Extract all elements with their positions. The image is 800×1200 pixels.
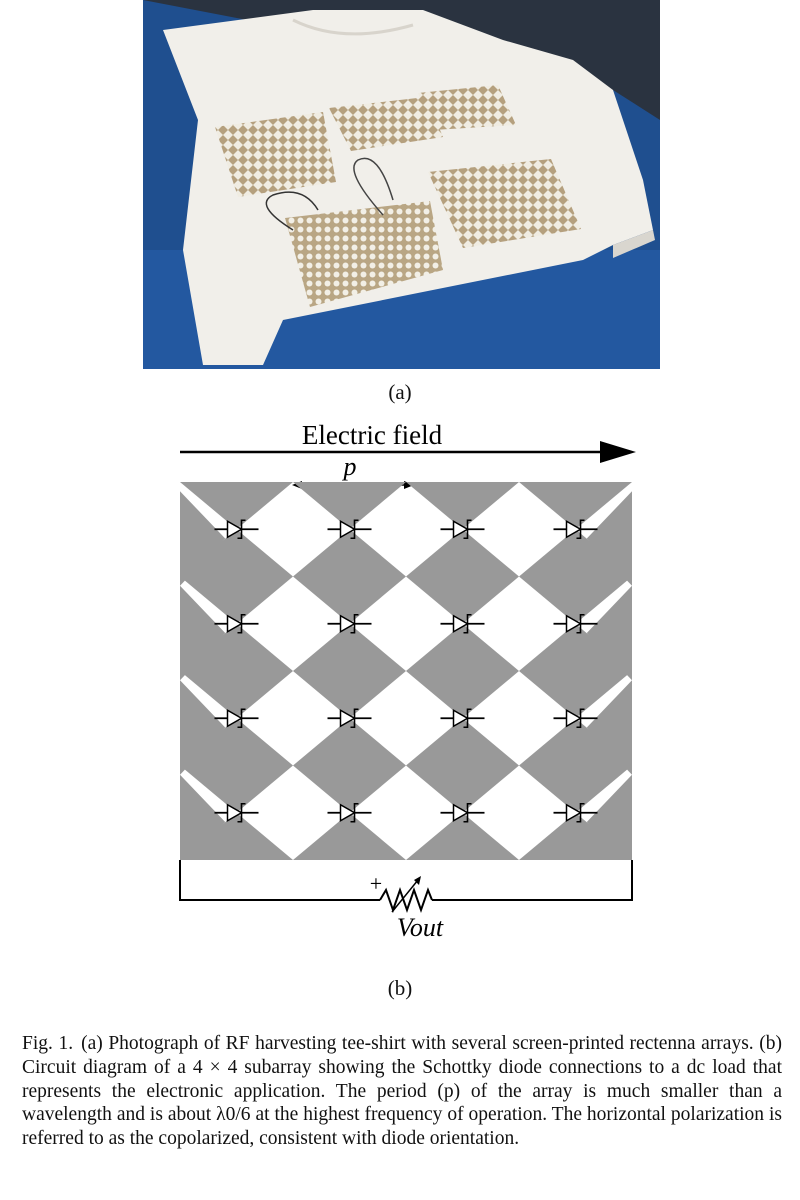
edge-patch-element <box>586 680 632 775</box>
electric-field-arrow <box>180 441 636 463</box>
patch-element <box>406 623 519 719</box>
schottky-diode-icon <box>553 802 598 823</box>
schottky-diode-icon <box>553 708 598 729</box>
patch-array <box>180 482 632 860</box>
patch-element <box>406 482 519 530</box>
variable-resistor-icon <box>379 876 433 914</box>
schottky-diode-icon <box>327 519 372 540</box>
edge-patch-element <box>180 774 226 860</box>
patch-element <box>519 812 632 860</box>
tee-shirt-photo <box>143 0 660 369</box>
patch-element <box>293 623 406 719</box>
caption-text: (a) Photograph of RF harvesting tee-shir… <box>22 1033 782 1150</box>
polarity-plus: + <box>370 871 382 896</box>
edge-patch-element <box>586 774 632 860</box>
edge-patch-element <box>180 585 226 681</box>
figure-caption: Fig. 1. (a) Photograph of RF harvesting t… <box>22 1032 782 1151</box>
edge-patch-element <box>586 491 632 586</box>
patch-element <box>293 529 406 624</box>
dc-load-wire <box>179 860 633 901</box>
patch-element <box>293 812 406 860</box>
schottky-diode-icon <box>214 802 259 823</box>
schottky-diode-icon <box>214 708 259 729</box>
schottky-diode-icon <box>553 613 598 634</box>
caption-figure-number: Fig. 1. <box>22 1033 74 1054</box>
diode-array <box>214 519 598 823</box>
edge-patch-element <box>180 680 226 775</box>
schottky-diode-icon <box>440 613 485 634</box>
patch-element <box>406 718 519 813</box>
schottky-diode-icon <box>214 519 259 540</box>
schottky-diode-icon <box>327 613 372 634</box>
vout-label: Vout <box>397 913 444 942</box>
schottky-diode-icon <box>440 519 485 540</box>
patch-element <box>180 812 293 860</box>
patch-element <box>406 529 519 624</box>
schottky-diode-icon <box>214 613 259 634</box>
circuit-diagram: Electric field p + Vout <box>179 420 636 942</box>
schottky-diode-icon <box>440 708 485 729</box>
schottky-diode-icon <box>327 708 372 729</box>
electric-field-label: Electric field <box>302 420 443 450</box>
subfigure-b-label: (b) <box>387 976 413 1000</box>
patch-element <box>293 718 406 813</box>
patch-element <box>180 482 293 530</box>
subfigure-a-label: (a) <box>388 380 412 404</box>
schottky-diode-icon <box>440 802 485 823</box>
patch-element <box>293 482 406 530</box>
edge-patch-element <box>180 491 226 586</box>
patch-element <box>519 482 632 530</box>
edge-patch-element <box>586 585 632 681</box>
period-label: p <box>342 452 357 481</box>
schottky-diode-icon <box>553 519 598 540</box>
patch-element <box>406 812 519 860</box>
schottky-diode-icon <box>327 802 372 823</box>
